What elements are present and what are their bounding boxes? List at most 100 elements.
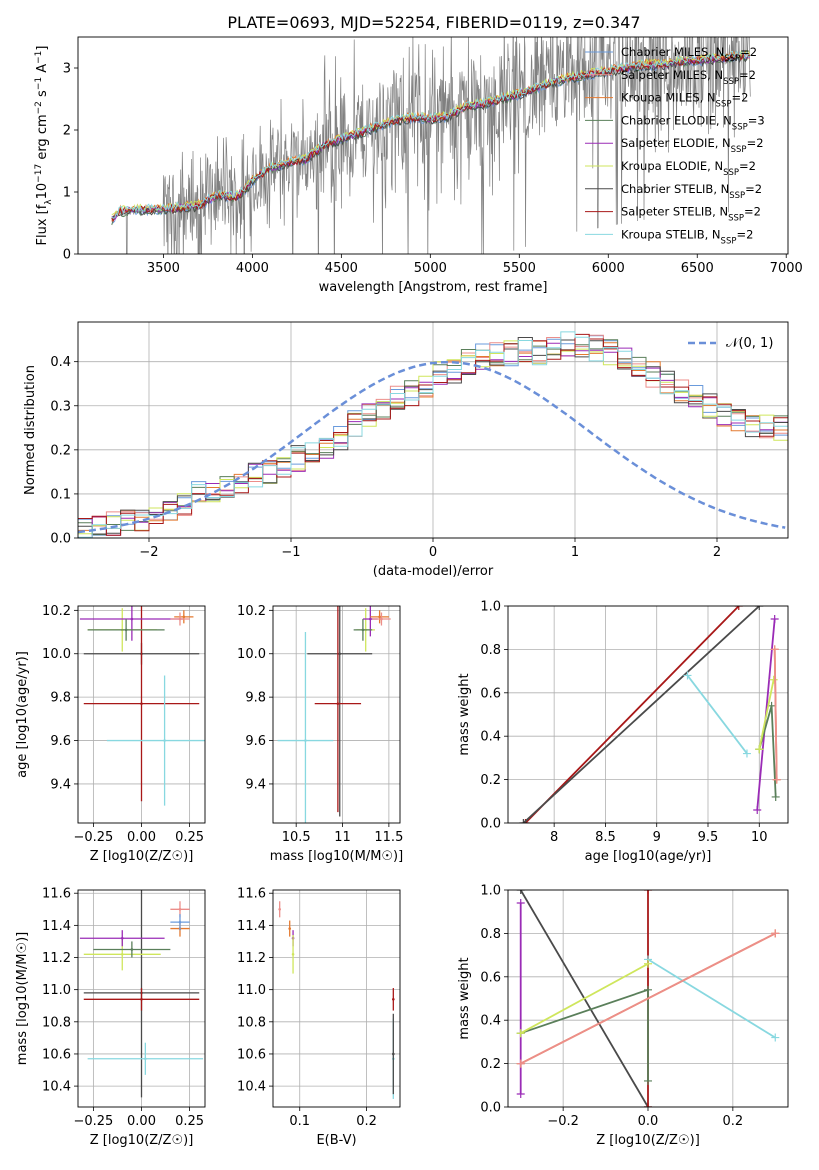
data-point (378, 615, 381, 619)
y-tick-label: 11.6 (237, 887, 266, 902)
y-tick-label: 10.4 (42, 1080, 71, 1095)
series-line-chabrier_stelib (522, 606, 760, 823)
y-axis-label: Normed distribution (23, 365, 38, 495)
y-tick-label: 10.2 (237, 604, 266, 619)
series-marker (770, 645, 779, 654)
x-tick-label: −0.2 (547, 1114, 579, 1129)
series-marker (516, 1029, 525, 1038)
data-point (130, 617, 134, 621)
legend-label: Chabrier ELODIE, NSSP=3 (621, 113, 765, 132)
y-tick-label: 0.3 (50, 399, 71, 414)
series-marker (516, 1059, 525, 1068)
y-tick-label: 0.2 (480, 773, 501, 788)
y-tick-label: 0.4 (50, 355, 71, 370)
data-point (304, 739, 307, 742)
y-tick-label: 10.6 (42, 1047, 71, 1062)
y-tick-label: 3 (63, 62, 71, 77)
x-tick-label: 0 (429, 545, 437, 560)
series-marker (755, 745, 764, 754)
data-point (291, 952, 295, 956)
data-point (336, 702, 340, 705)
axes-frame (77, 605, 206, 824)
y-tick-label: 10.8 (237, 1015, 266, 1030)
y-tick-label: 10.0 (42, 647, 71, 662)
y-tick-label: 0.4 (480, 1014, 501, 1029)
x-tick-label: 2 (713, 545, 721, 560)
legend-label: Kroupa STELIB, NSSP=2 (621, 227, 753, 246)
y-tick-label: 9.4 (50, 777, 71, 792)
y-tick-label: 11.4 (237, 919, 266, 934)
x-tick-label: 8 (550, 830, 558, 845)
x-tick-label: 0.2 (723, 1114, 744, 1129)
y-tick-label: 10.0 (237, 647, 266, 662)
y-tick-label: 9.8 (50, 691, 71, 706)
y-tick-label: 11.6 (42, 887, 71, 902)
series-marker (753, 805, 762, 814)
plot-area (79, 606, 205, 806)
x-tick-label: 0.25 (175, 830, 204, 845)
x-axis-label: (data-model)/error (373, 564, 494, 579)
y-tick-label: 11.2 (42, 951, 71, 966)
figure-title: PLATE=0693, MJD=52254, FIBERID=0119, z=0… (227, 13, 640, 32)
x-axis-label: Z [log10(Z/Z☉)] (90, 1133, 194, 1148)
y-tick-label: 0.1 (50, 487, 71, 502)
y-tick-label: 0.0 (480, 1101, 501, 1116)
plot-area (278, 901, 395, 1099)
x-tick-label: 8.5 (595, 830, 616, 845)
data-point (392, 1052, 395, 1056)
data-point (278, 907, 281, 911)
x-axis-label: age [log10(age/yr)] (585, 849, 712, 864)
observed-spectrum-line (111, 37, 751, 254)
x-tick-label: −0.25 (73, 1114, 113, 1129)
plot-area (277, 606, 391, 823)
axes-frame (77, 36, 789, 255)
x-tick-label: −2 (139, 545, 158, 560)
y-tick-label: 9.4 (245, 777, 266, 792)
y-tick-label: 2 (63, 124, 71, 139)
y-tick-label: 10.4 (237, 1080, 266, 1095)
series-marker (516, 1089, 525, 1098)
x-tick-label: 9 (653, 830, 661, 845)
series-line-salpeter_stelib (524, 606, 740, 823)
data-point (178, 920, 182, 924)
y-tick-label: 9.6 (245, 734, 266, 749)
series-marker (734, 606, 743, 610)
axes-frame (77, 321, 789, 539)
data-point (163, 739, 166, 742)
x-axis-label: wavelength [Angstrom, rest frame] (319, 280, 548, 295)
series-marker (772, 775, 781, 784)
y-tick-label: 0.4 (480, 730, 501, 745)
y-tick-label: 11.2 (237, 951, 266, 966)
panel-residuals: −2 −1 0 1 2 0.0 0.1 0.2 0.3 0.4 𝒩(0, 1) (data-model… (23, 321, 789, 579)
axes-frame (507, 889, 789, 1108)
data-point (178, 617, 182, 621)
data-point (124, 628, 128, 632)
axes-frame (272, 889, 401, 1108)
series-marker (644, 890, 652, 894)
series-marker (516, 899, 525, 908)
series-line-kroupa_elodie (520, 963, 649, 1034)
data-point (392, 998, 395, 1001)
data-point (288, 927, 292, 930)
panel-mass-vs-Z: −0.25 0.00 0.25 10.4 10.6 10.8 11.0 11.2 11.4 11.… (15, 887, 206, 1148)
x-tick-label: 7000 (770, 261, 803, 276)
plot-area (111, 37, 751, 254)
data-point (178, 907, 182, 911)
y-tick-label: 1.0 (480, 600, 501, 615)
y-tick-label: 11.4 (42, 919, 71, 934)
model-spectrum-salpeter_stelib (111, 51, 750, 223)
y-tick-label: 0.8 (480, 643, 501, 658)
series-marker (771, 929, 780, 938)
legend-label: Kroupa MILES, NSSP=2 (621, 91, 748, 110)
x-tick-label: 0.2 (356, 1114, 377, 1129)
series-marker (683, 671, 692, 680)
series-marker (755, 606, 764, 610)
series-line-salpeter_miles (520, 932, 776, 1065)
series-line-kroupa_stelib (686, 674, 748, 755)
histogram-kroupa_stelib (78, 331, 788, 538)
legend-label: Salpeter ELODIE, NSSP=2 (621, 136, 764, 155)
y-axis-label: mass weight (457, 673, 472, 755)
y-tick-label: 10.2 (42, 604, 71, 619)
normal-curve (78, 360, 786, 534)
